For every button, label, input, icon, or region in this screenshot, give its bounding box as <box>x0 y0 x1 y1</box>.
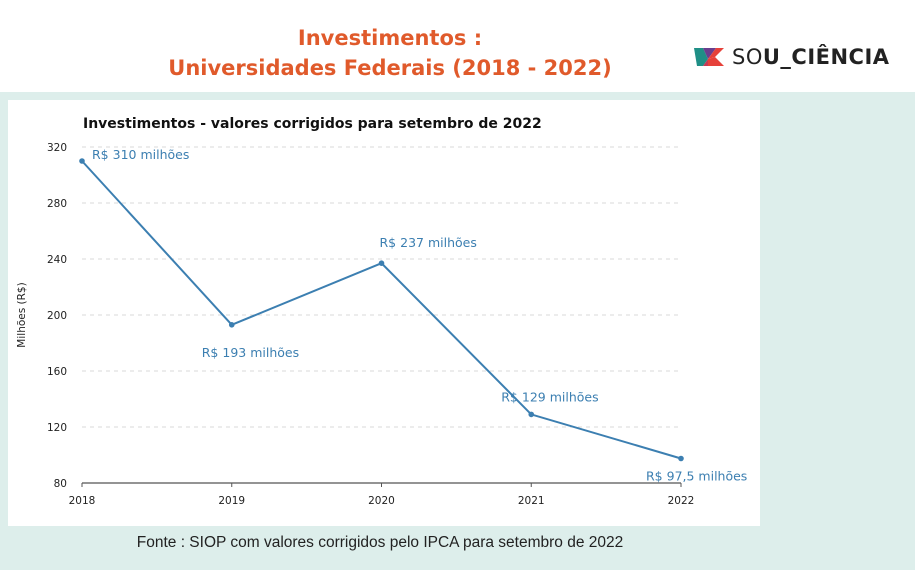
x-tick-label: 2020 <box>368 495 395 507</box>
data-label: R$ 97,5 milhões <box>646 469 747 484</box>
series-line <box>79 158 684 462</box>
x-tick-label: 2021 <box>518 495 545 507</box>
y-tick-label: 240 <box>47 254 67 266</box>
logo-text-bold: U_CIÊNCIA <box>762 45 890 69</box>
data-label: R$ 129 milhões <box>501 389 598 404</box>
x-tick-label: 2022 <box>668 495 695 507</box>
data-point <box>228 322 235 328</box>
source-note: Fonte : SIOP com valores corrigidos pelo… <box>136 534 624 551</box>
data-point <box>528 411 535 418</box>
y-tick-labels: 80 120 160 200 240 280 320 <box>47 142 67 490</box>
data-label: R$ 237 milhões <box>380 235 477 250</box>
x-tick-label: 2018 <box>69 495 96 507</box>
page-title-line1: Investimentos : <box>297 26 483 50</box>
y-tick-label: 120 <box>47 422 67 434</box>
logo-text-light: SO <box>732 45 763 69</box>
y-axis-label: Milhões (R$) <box>16 282 28 347</box>
page-title-line2: Universidades Federais (2018 - 2022) <box>168 56 612 80</box>
data-label: R$ 193 milhões <box>202 345 299 360</box>
y-tick-label: 320 <box>47 142 67 154</box>
series-line-path <box>81 160 682 460</box>
y-tick-label: 80 <box>54 478 67 490</box>
chart-panel <box>8 100 760 526</box>
y-tick-label: 280 <box>47 198 67 210</box>
y-tick-label: 200 <box>47 310 67 322</box>
x-tick-label: 2019 <box>218 495 245 507</box>
logo-text: SOU_CIÊNCIA <box>732 45 890 69</box>
gridlines <box>82 146 681 428</box>
data-label: R$ 310 milhões <box>92 147 189 162</box>
header: Investimentos : Universidades Federais (… <box>0 0 915 92</box>
data-labels: R$ 310 milhões R$ 193 milhões R$ 237 milhõ… <box>92 147 747 484</box>
y-tick-label: 160 <box>47 366 67 378</box>
data-point <box>678 455 684 462</box>
data-point <box>378 260 385 267</box>
logo: SOU_CIÊNCIA <box>694 42 890 72</box>
data-point <box>79 158 85 164</box>
chart-title: Investimentos - valores corrigidos para … <box>83 116 542 132</box>
x-axis: 2018 2019 2020 2021 2022 <box>69 482 695 507</box>
logo-icon <box>694 48 724 66</box>
